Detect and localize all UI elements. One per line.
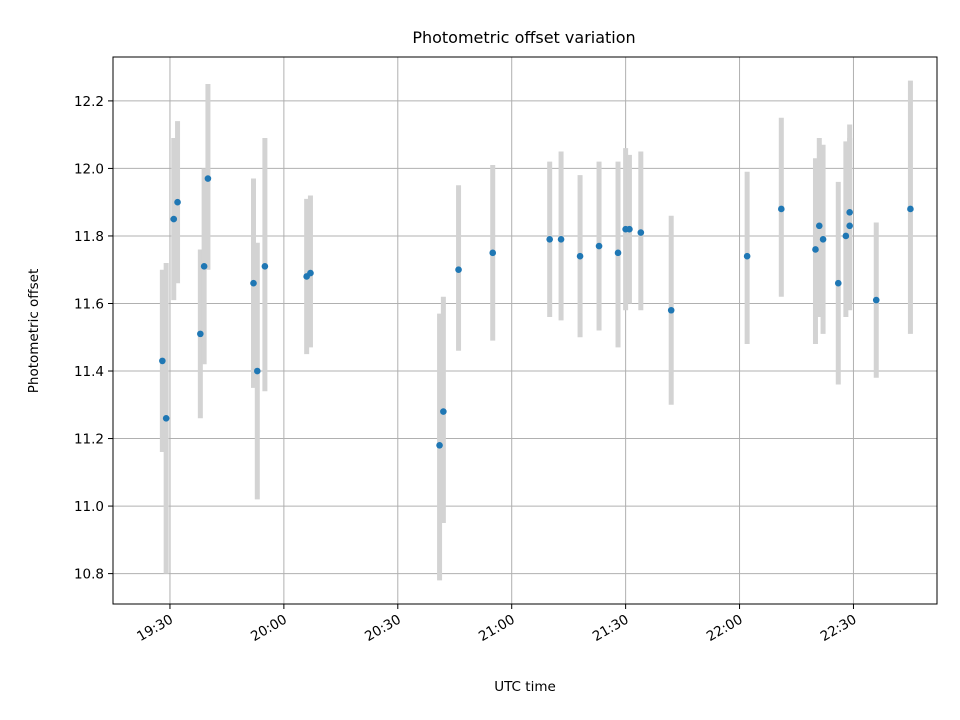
data-point (489, 249, 497, 257)
data-point (200, 263, 208, 270)
x-tick-label: 21:30 (590, 612, 632, 645)
x-tick-label: 22:00 (704, 612, 746, 645)
x-tick-label: 21:00 (476, 612, 518, 645)
data-point (546, 236, 553, 243)
data-point (436, 442, 443, 449)
data-point (614, 249, 622, 257)
data-point (204, 175, 212, 182)
x-axis-label: UTC time (494, 679, 556, 695)
data-point (637, 229, 645, 236)
data-point (307, 269, 314, 277)
data-point (595, 242, 603, 250)
y-tick-label: 11.0 (74, 499, 104, 515)
data-point (778, 205, 785, 213)
data-point (197, 330, 204, 338)
data-point (159, 357, 166, 365)
plot-frame (112, 56, 938, 605)
y-tick-label: 12.0 (74, 161, 104, 177)
x-tick-label: 20:00 (248, 612, 290, 645)
data-point (250, 279, 257, 287)
data-point (170, 215, 178, 223)
data-point (846, 222, 853, 230)
x-tick-label: 19:30 (134, 612, 176, 645)
data-point (846, 209, 853, 216)
data-point (455, 266, 462, 274)
y-axis-ticks: 10.8 11.0 11.2 11.4 11.6 11.8 12.0 12.2 (74, 94, 113, 583)
data-point (557, 236, 565, 243)
data-point (834, 279, 842, 287)
data-point (174, 198, 181, 206)
data-point (743, 252, 751, 260)
x-tick-label: 20:30 (362, 612, 404, 645)
x-axis-ticks: 19:30 20:00 20:30 21:00 21:30 22:00 22:30 (134, 604, 859, 645)
data-point (253, 367, 261, 375)
y-axis-label: Photometric offset (26, 269, 42, 393)
data-point (815, 222, 823, 230)
data-point (667, 306, 675, 314)
y-tick-label: 10.8 (74, 567, 104, 583)
y-tick-label: 12.2 (74, 94, 104, 110)
data-point (812, 246, 819, 253)
data-point (842, 232, 850, 240)
data-point (819, 236, 827, 243)
data-point (872, 296, 880, 304)
data-point (576, 252, 584, 260)
y-tick-label: 11.4 (74, 364, 104, 380)
chart-title: Photometric offset variation (412, 28, 635, 47)
errorbars (159, 80, 913, 581)
data-point (261, 263, 269, 270)
y-tick-label: 11.2 (74, 432, 104, 448)
x-tick-label: 22:30 (818, 612, 860, 645)
y-tick-label: 11.6 (74, 296, 104, 312)
data-point (907, 205, 914, 213)
data-point (162, 414, 170, 422)
grid (113, 57, 937, 604)
data-point (440, 408, 447, 415)
data-point (626, 225, 633, 233)
data-points (159, 175, 914, 449)
y-tick-label: 11.8 (74, 229, 104, 245)
